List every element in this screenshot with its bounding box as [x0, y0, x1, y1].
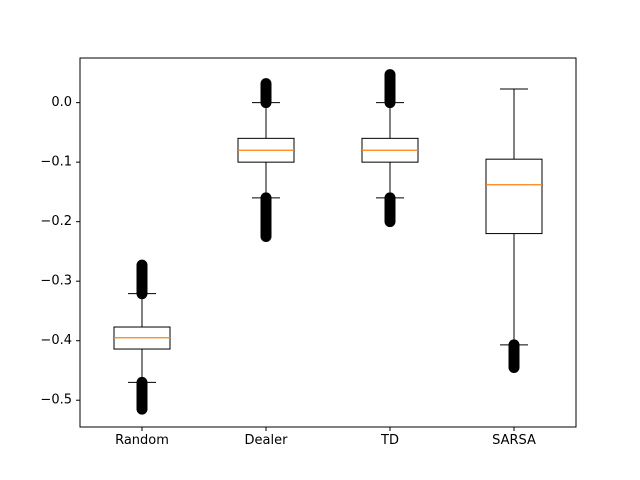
axes-frame	[79, 57, 577, 428]
y-tick-label: −0.1	[40, 155, 72, 170]
y-tick-label: 0.0	[51, 95, 72, 110]
y-tick-label: −0.3	[40, 274, 72, 289]
x-tick-label: Dealer	[245, 433, 289, 448]
y-tick-label: −0.5	[40, 393, 72, 408]
box-td	[361, 69, 419, 228]
box-sarsa	[485, 88, 543, 373]
box-random	[113, 259, 171, 415]
y-tick-label: −0.4	[40, 333, 72, 348]
box-dealer	[237, 78, 295, 243]
y-tick-label: −0.2	[40, 214, 72, 229]
y-axis: 0.0 −0.1 −0.2 −0.3 −0.4 −0.5	[40, 95, 80, 408]
x-tick-label: TD	[380, 433, 399, 448]
iqr-box	[485, 158, 543, 235]
x-tick-label: SARSA	[492, 433, 536, 448]
plot-area	[113, 69, 543, 415]
x-axis: Random Dealer TD SARSA	[115, 427, 536, 448]
x-tick-label: Random	[115, 433, 169, 448]
